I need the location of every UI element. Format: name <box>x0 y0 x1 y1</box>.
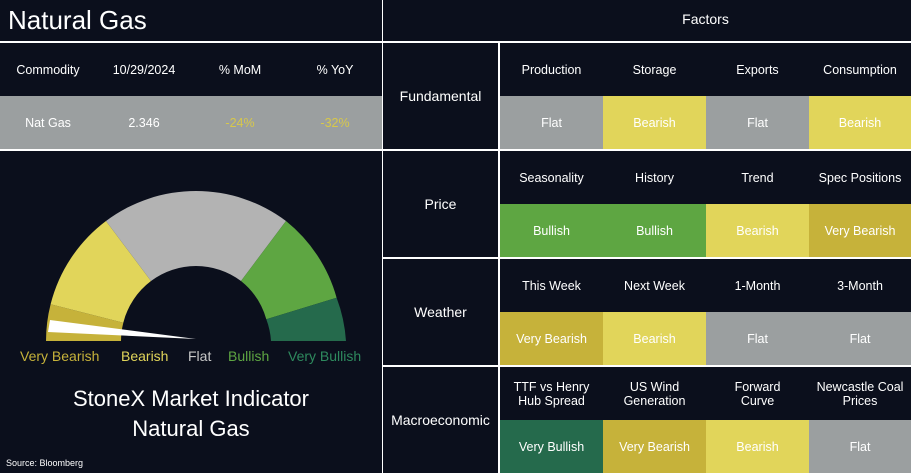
factor-history: History <box>603 151 706 204</box>
value-consumption: Bearish <box>809 96 911 149</box>
value-production: Flat <box>500 96 603 149</box>
page-title: Natural Gas <box>0 0 382 41</box>
factor-this-week: This Week <box>500 259 603 312</box>
category-fundamental: Fundamental <box>383 43 498 149</box>
category-macroeconomic: Macroeconomic <box>383 367 498 473</box>
gauge-label-bearish: Bearish <box>121 348 169 364</box>
source-note: Source: Bloomberg <box>6 458 84 468</box>
value-ttf-henry-hub: Very Bullish <box>500 420 603 473</box>
factor-next-week: Next Week <box>603 259 706 312</box>
gauge-segment-bearish <box>50 221 151 323</box>
summary-price: 2.346 <box>128 115 160 130</box>
value-forward-curve: Bearish <box>706 420 809 473</box>
summary-mom: -24% <box>225 115 255 130</box>
summary-header-yoy: % YoY <box>316 62 354 77</box>
category-weather: Weather <box>383 259 498 365</box>
top-spacer <box>383 0 500 41</box>
gauge-segment-flat <box>106 191 286 281</box>
value-spec-positions: Very Bearish <box>809 204 911 257</box>
factor-seasonality: Seasonality <box>500 151 603 204</box>
value-exports: Flat <box>706 96 809 149</box>
value-next-week: Bearish <box>603 312 706 365</box>
factor-storage: Storage <box>603 43 706 96</box>
summary-value-row: Nat Gas 2.346 -24% -32% <box>0 96 382 149</box>
gauge-panel: Very Bearish Bearish Flat Bullish Very B… <box>0 151 382 473</box>
summary-header-mom: % MoM <box>218 62 262 77</box>
gauge-segment-very-bullish <box>266 297 346 341</box>
summary-header-date: 10/29/2024 <box>112 62 176 77</box>
gauge-label-very-bearish: Very Bearish <box>20 348 100 364</box>
gauge-label-flat: Flat <box>188 348 212 364</box>
gauge-segment-bullish <box>241 221 337 320</box>
value-newcastle-coal: Flat <box>809 420 911 473</box>
factor-ttf-henry-hub: TTF vs Henry Hub Spread <box>500 367 603 420</box>
value-history: Bullish <box>603 204 706 257</box>
value-trend: Bearish <box>706 204 809 257</box>
factor-forward-curve: Forward Curve <box>706 367 809 420</box>
gauge-label-very-bullish: Very Bullish <box>288 348 362 364</box>
value-us-wind: Very Bearish <box>603 420 706 473</box>
factor-3-month: 3-Month <box>809 259 911 312</box>
indicator-subtitle: Natural Gas <box>132 416 250 441</box>
summary-header-commodity: Commodity <box>16 62 80 77</box>
gauge-label-bullish: Bullish <box>228 348 270 364</box>
factor-exports: Exports <box>706 43 809 96</box>
value-seasonality: Bullish <box>500 204 603 257</box>
factors-header: Factors <box>500 0 911 41</box>
factor-trend: Trend <box>706 151 809 204</box>
value-this-week: Very Bearish <box>500 312 603 365</box>
summary-header-row: Commodity 10/29/2024 % MoM % YoY <box>0 43 382 96</box>
factor-consumption: Consumption <box>809 43 911 96</box>
value-3-month: Flat <box>809 312 911 365</box>
indicator-title: StoneX Market Indicator <box>72 386 309 411</box>
factor-newcastle-coal: Newcastle Coal Prices <box>809 367 911 420</box>
summary-commodity: Nat Gas <box>25 115 71 130</box>
category-price: Price <box>383 151 498 257</box>
value-storage: Bearish <box>603 96 706 149</box>
factor-spec-positions: Spec Positions <box>809 151 911 204</box>
summary-yoy: -32% <box>320 115 350 130</box>
factor-us-wind: US Wind Generation <box>603 367 706 420</box>
factor-1-month: 1-Month <box>706 259 809 312</box>
value-1-month: Flat <box>706 312 809 365</box>
factor-production: Production <box>500 43 603 96</box>
gauge-chart <box>46 191 346 341</box>
gauge-needle <box>48 320 196 339</box>
